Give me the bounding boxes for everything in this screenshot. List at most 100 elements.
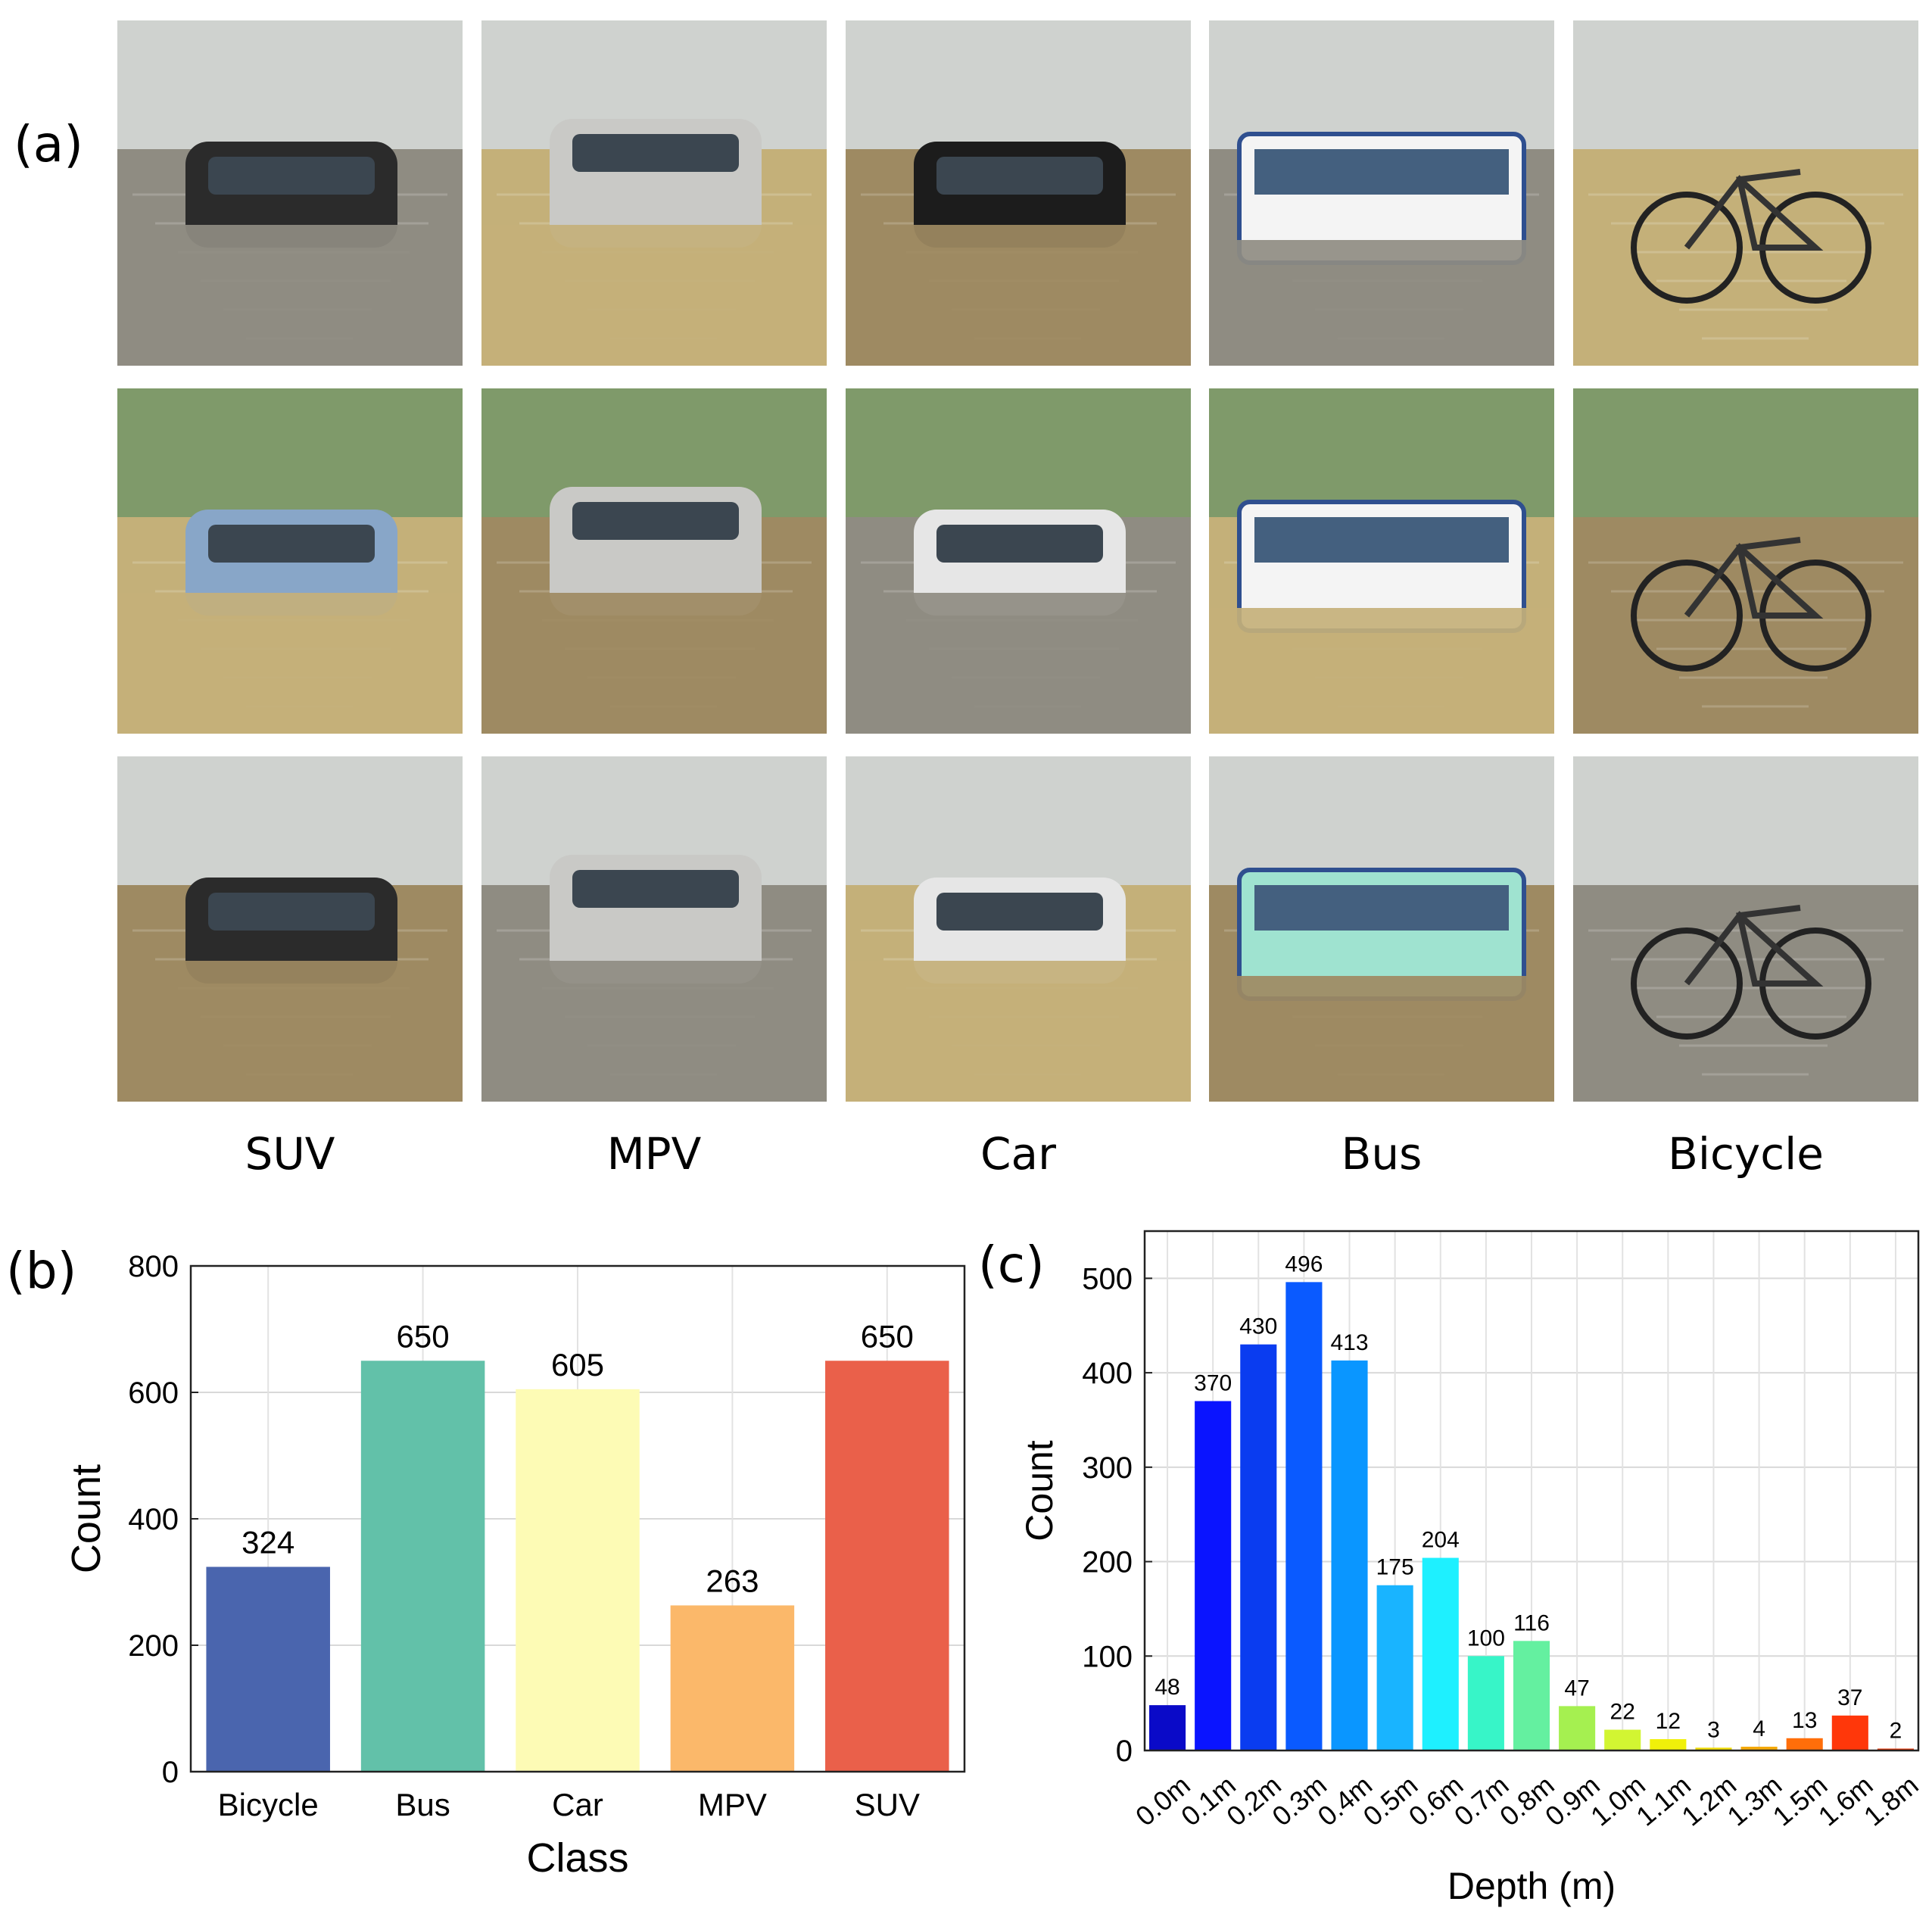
- class-count-chart: 324 650 605 263 650 0 200 400 600 800 Bicycle Bus Ca…: [64, 1250, 966, 1881]
- y-tick-label: 400: [1082, 1357, 1133, 1390]
- y-tick-label: 300: [1082, 1451, 1133, 1485]
- bar: [1331, 1360, 1368, 1750]
- y-axis-label: Count: [64, 1464, 109, 1573]
- panel-label-c: (c): [978, 1236, 1045, 1294]
- data-label: 116: [1513, 1610, 1550, 1635]
- data-label: 100: [1467, 1626, 1505, 1651]
- bus-windows: [1254, 149, 1509, 195]
- vehicle-window: [208, 157, 375, 195]
- y-tick-label: 200: [128, 1629, 179, 1663]
- x-tick-label: MPV: [698, 1787, 767, 1822]
- bar: [206, 1567, 330, 1772]
- column-label-bicycle: Bicycle: [1668, 1128, 1824, 1180]
- photo-sky: [846, 388, 1191, 517]
- data-label: 370: [1194, 1371, 1232, 1396]
- x-tick-label: Car: [552, 1787, 603, 1822]
- photo-mpv-1: [481, 20, 827, 366]
- data-label: 650: [861, 1318, 914, 1354]
- bar: [1695, 1747, 1732, 1750]
- bicycle-wheel: [1631, 192, 1743, 304]
- flood-water-front: [846, 593, 1191, 734]
- bar: [1650, 1739, 1687, 1750]
- flood-water-front: [1209, 976, 1554, 1102]
- flood-water-front: [117, 961, 463, 1102]
- bar: [1422, 1557, 1459, 1750]
- photo-sky: [117, 20, 463, 149]
- flood-water-front: [481, 961, 827, 1102]
- y-tick-label: 500: [1082, 1262, 1133, 1295]
- vehicle-window: [208, 893, 375, 931]
- photo-bicycle-3: [1573, 756, 1918, 1102]
- vehicle-window: [208, 525, 375, 563]
- bar: [1240, 1344, 1277, 1750]
- photo-sky: [1209, 20, 1554, 149]
- data-label: 47: [1564, 1676, 1589, 1701]
- photo-bicycle-1: [1573, 20, 1918, 366]
- column-label-mpv: MPV: [606, 1128, 702, 1180]
- bar: [1740, 1747, 1778, 1750]
- photo-mpv-2: [481, 388, 827, 734]
- flood-water-front: [117, 593, 463, 734]
- vehicle-window: [572, 134, 739, 172]
- photo-sky: [1209, 388, 1554, 517]
- bus-windows: [1254, 517, 1509, 563]
- plot-frame: [1143, 1230, 1920, 1752]
- x-axis-label: Class: [526, 1835, 628, 1881]
- data-label: 48: [1155, 1675, 1179, 1700]
- data-label: 263: [706, 1563, 759, 1598]
- x-axis-label: Depth (m): [1447, 1865, 1616, 1907]
- data-label: 324: [242, 1524, 294, 1560]
- x-tick-label: Bicycle: [218, 1787, 319, 1822]
- flood-water-front: [1209, 240, 1554, 366]
- y-axis-label: Count: [1018, 1440, 1061, 1542]
- y-tick-label: 600: [128, 1376, 179, 1410]
- photo-sky: [846, 20, 1191, 149]
- flood-water-front: [846, 961, 1191, 1102]
- bar: [516, 1389, 640, 1772]
- x-tick-label: Bus: [395, 1787, 450, 1822]
- photo-sky: [117, 388, 463, 517]
- bar: [1786, 1738, 1823, 1750]
- bus-windows: [1254, 885, 1509, 931]
- data-label: 430: [1239, 1314, 1277, 1339]
- bicycle-frame: [1684, 537, 1824, 619]
- bicycle-wheel: [1631, 927, 1743, 1040]
- data-label: 605: [551, 1347, 604, 1383]
- flood-water-front: [846, 225, 1191, 366]
- bar: [825, 1361, 949, 1772]
- data-label: 37: [1837, 1685, 1862, 1710]
- photo-sky: [1573, 388, 1918, 517]
- flood-water-front: [481, 593, 827, 734]
- data-label: 650: [397, 1318, 450, 1354]
- photo-sky: [117, 756, 463, 885]
- panel-label-a: (a): [14, 115, 83, 173]
- data-label: 496: [1285, 1252, 1323, 1277]
- photo-sky: [1573, 20, 1918, 149]
- vehicle-window: [936, 893, 1103, 931]
- bar: [1285, 1282, 1323, 1750]
- vehicle-window: [572, 870, 739, 908]
- photo-bicycle-2: [1573, 388, 1918, 734]
- y-tick-label: 400: [128, 1503, 179, 1536]
- y-tick-label: 0: [162, 1756, 179, 1789]
- bar: [670, 1605, 795, 1772]
- photo-suv-2: [117, 388, 463, 734]
- panel-label-b: (b): [6, 1242, 77, 1300]
- bar: [1513, 1641, 1550, 1750]
- y-tick-label: 800: [128, 1250, 179, 1283]
- data-label: 13: [1792, 1708, 1817, 1733]
- y-tick-label: 0: [1116, 1735, 1133, 1768]
- bicycle-wheel: [1631, 560, 1743, 672]
- vehicle-window: [936, 525, 1103, 563]
- bar: [1831, 1715, 1868, 1750]
- flood-water-front: [481, 225, 827, 366]
- vehicle-window: [572, 502, 739, 540]
- bar: [1604, 1729, 1641, 1750]
- column-label-suv: SUV: [245, 1128, 335, 1180]
- bicycle-frame: [1684, 169, 1824, 251]
- data-label: 204: [1422, 1528, 1460, 1553]
- flood-water-front: [1209, 608, 1554, 734]
- bar: [1195, 1401, 1232, 1750]
- x-tick-label: SUV: [855, 1787, 920, 1822]
- bar: [1467, 1656, 1504, 1750]
